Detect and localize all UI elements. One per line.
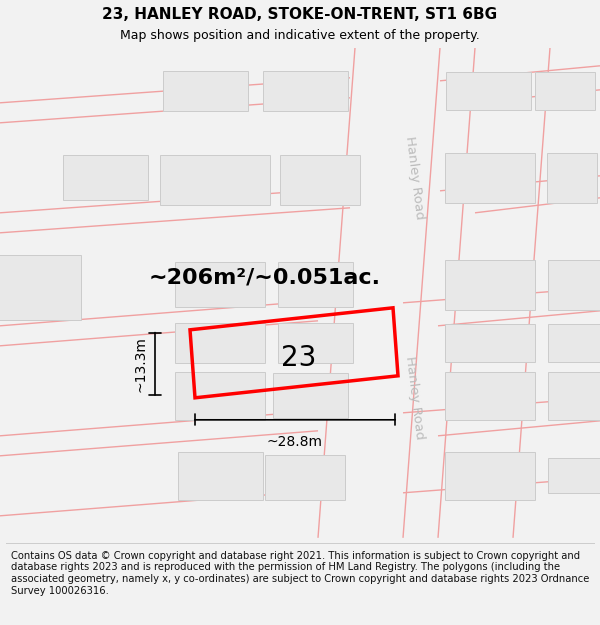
Text: 23: 23	[281, 344, 317, 372]
Bar	[445, 260, 535, 310]
Bar	[178, 452, 263, 500]
Text: 23, HANLEY ROAD, STOKE-ON-TRENT, ST1 6BG: 23, HANLEY ROAD, STOKE-ON-TRENT, ST1 6BG	[103, 7, 497, 22]
Bar	[277, 322, 353, 362]
Bar	[445, 152, 535, 202]
Bar	[163, 71, 248, 111]
Bar	[548, 372, 600, 420]
Text: Hanley Road: Hanley Road	[403, 136, 427, 220]
Bar	[445, 324, 535, 362]
Bar	[265, 455, 345, 500]
Bar	[535, 72, 595, 110]
Bar	[0, 255, 80, 320]
Bar	[263, 71, 347, 111]
Bar	[160, 155, 270, 205]
Text: Hanley Road: Hanley Road	[403, 356, 427, 440]
Text: Map shows position and indicative extent of the property.: Map shows position and indicative extent…	[120, 29, 480, 42]
Bar	[547, 152, 597, 202]
Bar	[445, 72, 530, 110]
Text: ~13.3m: ~13.3m	[133, 336, 147, 392]
Text: ~206m²/~0.051ac.: ~206m²/~0.051ac.	[149, 268, 381, 288]
Bar	[175, 262, 265, 308]
Text: ~28.8m: ~28.8m	[267, 435, 323, 449]
Bar	[272, 373, 347, 418]
Bar	[280, 155, 360, 205]
Bar	[277, 262, 353, 308]
Bar	[445, 452, 535, 500]
Bar	[445, 372, 535, 420]
Bar	[175, 322, 265, 362]
Bar	[62, 155, 148, 200]
Bar	[548, 324, 600, 362]
Bar	[175, 372, 265, 420]
Text: Contains OS data © Crown copyright and database right 2021. This information is : Contains OS data © Crown copyright and d…	[11, 551, 589, 596]
Bar	[548, 260, 600, 310]
Bar	[548, 458, 600, 493]
